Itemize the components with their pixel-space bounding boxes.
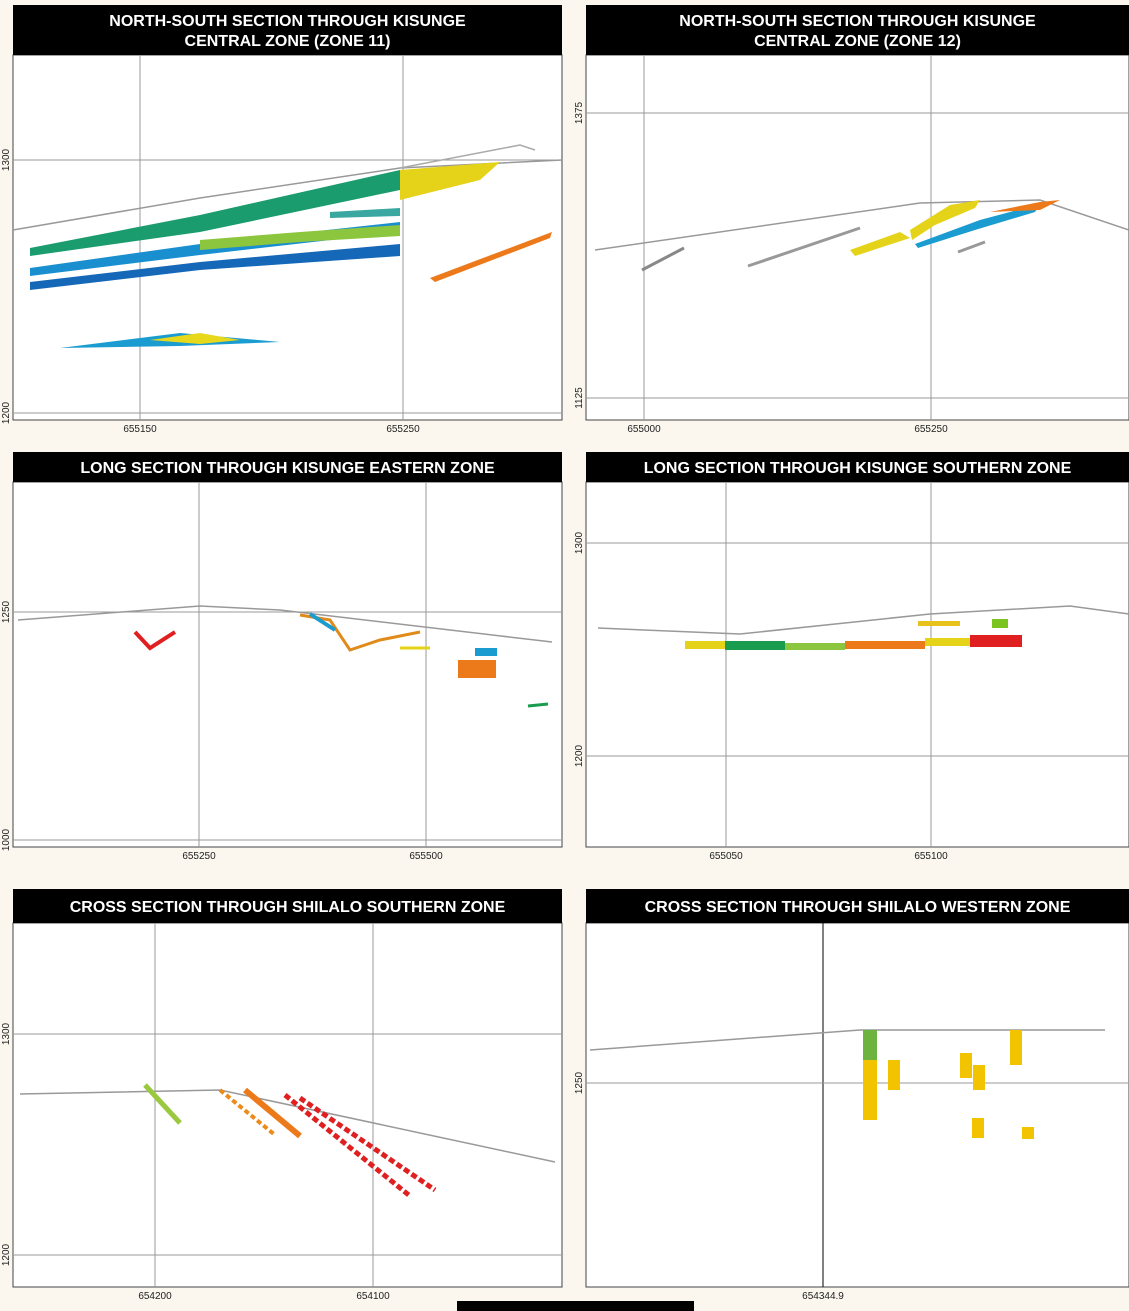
y-tick-label: 1125 (574, 387, 585, 409)
scale-bar (457, 1301, 694, 1311)
x-tick-label: 655050 (709, 851, 743, 862)
y-tick-label: 1200 (1, 401, 12, 424)
panels: NORTH-SOUTH SECTION THROUGH KISUNGE CENTR… (1, 5, 1129, 1302)
x-tick-label: 655250 (386, 424, 420, 435)
panel-title: NORTH-SOUTH SECTION THROUGH KISUNGE (679, 13, 1036, 30)
x-tick-label: 655500 (409, 851, 443, 862)
plot-area (586, 55, 1129, 420)
panel-title: LONG SECTION THROUGH KISUNGE SOUTHERN ZO… (644, 460, 1072, 477)
panel-title: CENTRAL ZONE (ZONE 11) (185, 33, 391, 50)
x-tick-label: 654100 (356, 1291, 390, 1302)
panel-title: LONG SECTION THROUGH KISUNGE EASTERN ZON… (80, 460, 495, 477)
y-tick-label: 1000 (1, 828, 12, 851)
panel-title: CROSS SECTION THROUGH SHILALO WESTERN ZO… (645, 899, 1071, 916)
y-tick-label: 1300 (1, 148, 12, 171)
y-tick-label: 1300 (574, 531, 585, 554)
x-tick-label: 655250 (914, 424, 948, 435)
y-tick-label: 1200 (574, 744, 585, 767)
x-tick-label: 655250 (182, 851, 216, 862)
x-tick-label: 655150 (123, 424, 157, 435)
x-tick-label: 655100 (914, 851, 948, 862)
plot-area (586, 482, 1129, 847)
y-tick-label: 1250 (1, 600, 12, 623)
panel-title: CROSS SECTION THROUGH SHILALO SOUTHERN Z… (70, 899, 506, 916)
y-tick-label: 1200 (1, 1243, 12, 1266)
x-tick-label: 655000 (627, 424, 661, 435)
panel-title: NORTH-SOUTH SECTION THROUGH KISUNGE (109, 13, 466, 30)
plot-area (586, 923, 1129, 1287)
y-tick-label: 1375 (574, 101, 585, 124)
panel-title: CENTRAL ZONE (ZONE 12) (754, 33, 961, 50)
y-tick-label: 1250 (574, 1071, 585, 1094)
x-tick-label: 654200 (138, 1291, 172, 1302)
figure: NORTH-SOUTH SECTION THROUGH KISUNGE CENTR… (0, 0, 1129, 1311)
x-tick-label: 654344.9 (802, 1291, 844, 1302)
y-tick-label: 1300 (1, 1022, 12, 1045)
